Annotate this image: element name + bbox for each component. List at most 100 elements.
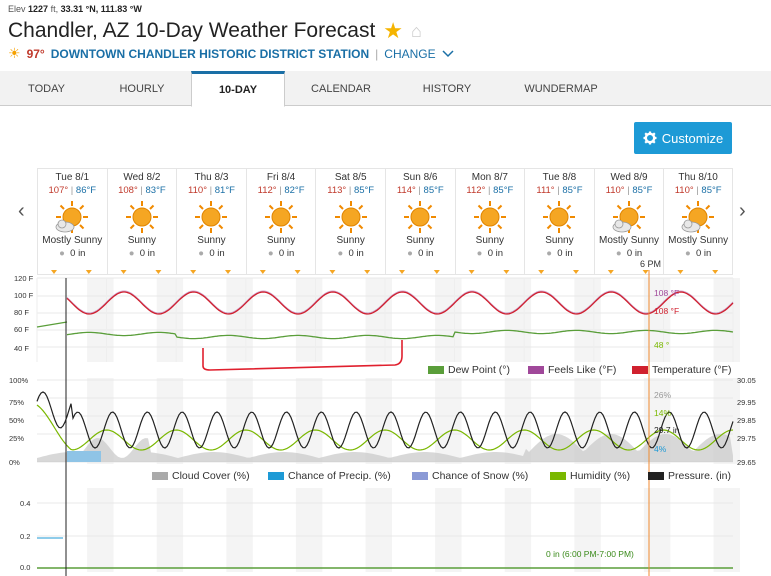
temp-axis-tick: 120 F xyxy=(14,274,34,283)
humid-legend-item[interactable]: Chance of Snow (%) xyxy=(412,470,528,482)
day-name: Fri 8/4 xyxy=(266,172,296,183)
forecast-day-4[interactable]: Sat 8/5 113° | 85°F Sunny ● 0 in xyxy=(315,168,385,275)
precip: ● 0 in xyxy=(595,248,664,259)
temp-legend-item[interactable]: Temperature (°F) xyxy=(632,364,731,376)
forecast-day-2[interactable]: Thu 8/3 110° | 81°F Sunny ● 0 in xyxy=(176,168,246,275)
separator: | xyxy=(375,46,379,61)
station-name[interactable]: DOWNTOWN CHANDLER HISTORIC DISTRICT STAT… xyxy=(50,46,370,61)
raindrop-icon: ● xyxy=(267,248,274,259)
temp-axis-tick: 100 F xyxy=(14,291,34,300)
current-temp: 97° xyxy=(26,46,45,61)
tab-calendar[interactable]: CALENDAR xyxy=(311,82,371,95)
sunny-icon xyxy=(470,199,510,235)
precip: ● 0 in xyxy=(247,248,316,259)
forecast-day-9[interactable]: Thu 8/10 110° | 85°F Mostly Sunny ● 0 in xyxy=(663,168,733,275)
day-name: Tue 8/8 xyxy=(542,172,577,183)
night-band xyxy=(435,278,462,362)
precip-amount: 0 in xyxy=(278,248,295,259)
humidity-line xyxy=(36,404,734,451)
day-name: Tue 8/1 xyxy=(55,172,90,183)
precip-amount: 0 in xyxy=(557,248,573,259)
tab-10-day[interactable]: 10-DAY xyxy=(191,71,285,107)
tab-history[interactable]: HISTORY xyxy=(422,82,472,95)
forecast-day-6[interactable]: Mon 8/7 112° | 85°F Sunny ● 0 in xyxy=(454,168,525,275)
sun-marker xyxy=(607,270,614,274)
favorite-star-icon[interactable]: ★ xyxy=(383,18,404,43)
hi-lo: 110° | 85°F xyxy=(664,185,732,196)
hilo-sep: | xyxy=(70,185,74,196)
change-station-link[interactable]: CHANGE xyxy=(384,46,436,61)
night-band xyxy=(713,278,740,362)
forecast-days: Tue 8/1 107° | 86°F Mostly Sunny ● 0 in … xyxy=(37,168,733,275)
low-temp: 83°F xyxy=(145,185,166,196)
tab-today[interactable]: TODAY xyxy=(28,82,65,95)
precip-amount: 0 in xyxy=(695,248,712,259)
low-temp: 85°F xyxy=(423,185,444,196)
hi-lo: 113° | 85°F xyxy=(316,185,385,196)
prev-arrow-icon[interactable]: ‹ xyxy=(18,200,25,222)
night-band xyxy=(226,278,253,362)
sun-marker xyxy=(642,270,649,274)
forecast-day-3[interactable]: Fri 8/4 112° | 82°F Sunny ● 0 in xyxy=(245,168,316,275)
humid-legend-item[interactable]: Humidity (%) xyxy=(550,470,630,482)
high-temp: 113° xyxy=(327,185,347,196)
day-name: Sun 8/6 xyxy=(403,172,438,183)
humid-legend-item[interactable]: Cloud Cover (%) xyxy=(152,470,250,482)
hilo-sep: | xyxy=(696,185,699,196)
precip: ● 0 in xyxy=(386,248,455,259)
tab-hourly[interactable]: HOURLY xyxy=(119,82,165,95)
precip-axis-tick: 0.2 xyxy=(20,532,31,541)
humid-legend-item[interactable]: Chance of Precip. (%) xyxy=(268,470,391,482)
temp-legend-item[interactable]: Feels Like (°F) xyxy=(528,364,616,376)
sun-marker xyxy=(85,270,92,274)
legend-swatch xyxy=(528,366,544,374)
day-name: Wed 8/2 xyxy=(123,172,161,183)
condition: Mostly Sunny xyxy=(599,235,660,246)
pressure-axis-tick: 29.95 xyxy=(737,398,756,407)
precip: ● 0 in xyxy=(456,248,525,259)
chevron-down-icon[interactable] xyxy=(442,49,454,58)
forecast-day-5[interactable]: Sun 8/6 114° | 85°F Sunny ● 0 in xyxy=(384,168,455,275)
hover-time: 6 PM xyxy=(640,259,662,269)
legend-label: Cloud Cover (%) xyxy=(172,470,250,482)
hilo-sep: | xyxy=(627,185,630,196)
gear-icon xyxy=(643,131,657,145)
high-temp: 108° xyxy=(118,185,138,196)
low-temp: 85°F xyxy=(353,185,375,196)
night-band xyxy=(87,488,114,572)
tab-wundermap[interactable]: WUNDERMAP xyxy=(524,82,598,95)
raindrop-icon: ● xyxy=(476,248,483,259)
temp-axis-tick: 80 F xyxy=(14,308,30,317)
temp-legend-item[interactable]: Dew Point (°) xyxy=(428,364,510,376)
precip-block xyxy=(67,451,101,462)
condition: Sunny xyxy=(127,235,157,246)
forecast-day-7[interactable]: Tue 8/8 111° | 85°F Sunny ● 0 in xyxy=(524,168,594,275)
partly-sunny-icon: ☀ xyxy=(8,45,21,61)
forecast-charts xyxy=(36,270,740,576)
condition: Sunny xyxy=(545,235,574,246)
station-bar: ☀ 97° DOWNTOWN CHANDLER HISTORIC DISTRIC… xyxy=(8,45,454,62)
page-title-text: Chandler, AZ 10-Day Weather Forecast xyxy=(8,19,376,42)
home-icon[interactable]: ⌂ xyxy=(411,20,422,41)
legend-swatch xyxy=(648,472,664,480)
sunny-icon xyxy=(122,199,162,235)
forecast-day-0[interactable]: Tue 8/1 107° | 86°F Mostly Sunny ● 0 in xyxy=(37,168,107,275)
low-temp: 85°F xyxy=(632,185,653,196)
next-arrow-icon[interactable]: › xyxy=(739,200,746,222)
temperature-line xyxy=(66,291,734,315)
low-temp: 82°F xyxy=(284,185,305,196)
humid-legend-item[interactable]: Pressure. (in) xyxy=(648,470,731,482)
high-temp: 107° xyxy=(48,185,69,196)
sun-marker xyxy=(712,270,719,274)
forecast-day-8[interactable]: Wed 8/9 110° | 85°F Mostly Sunny ● 0 in xyxy=(593,168,664,275)
pressure-axis-tick: 29.65 xyxy=(737,458,756,467)
hilo-sep: | xyxy=(348,185,352,196)
high-temp: 110° xyxy=(188,185,207,196)
forecast-day-1[interactable]: Wed 8/2 108° | 83°F Sunny ● 0 in xyxy=(106,168,177,275)
sun-marker xyxy=(294,270,301,274)
night-band xyxy=(504,488,532,572)
raindrop-icon: ● xyxy=(546,248,553,259)
hilo-sep: | xyxy=(488,185,491,196)
customize-button[interactable]: Customize xyxy=(634,122,732,154)
tooltip-precip-amount: 0 in (6:00 PM-7:00 PM) xyxy=(546,549,634,559)
